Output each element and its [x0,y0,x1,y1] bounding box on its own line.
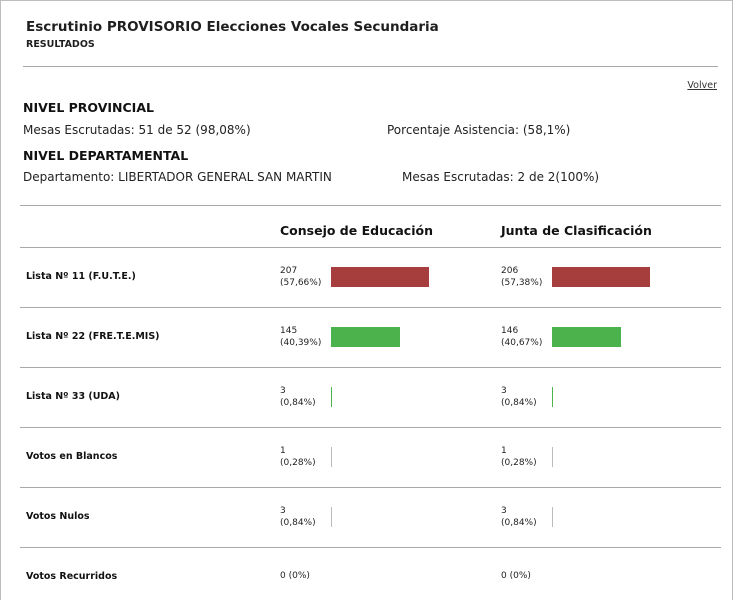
result-cell: 206 (57,38%) [501,265,650,289]
result-bar [331,507,332,527]
result-bar [331,327,400,347]
result-percent: (40,39%) [280,338,322,348]
row-divider [20,367,721,368]
column-header-junta: Junta de Clasificación [501,223,652,238]
result-cell: 3 (0,84%) [501,505,553,529]
result-bar [552,387,553,407]
result-percent: (57,66%) [280,278,322,288]
result-bar [552,507,553,527]
result-numbers: 3 (0,84%) [501,385,552,409]
row-divider [20,247,721,248]
result-bar [331,267,429,287]
result-votes: 3 [501,506,507,516]
result-percent: (40,67%) [501,338,543,348]
result-votes: 206 [501,266,519,276]
result-bar [552,447,553,467]
result-votes: 145 [280,326,298,336]
result-votes: 1 [501,446,507,456]
result-votes: 1 [280,446,286,456]
row-label: Lista Nº 11 (F.U.T.E.) [26,271,136,282]
result-percent: (0,84%) [501,518,537,528]
result-numbers: 3 (0,84%) [501,505,552,529]
result-cell: 1 (0,28%) [280,445,332,469]
row-divider [20,547,721,548]
result-percent: (0,28%) [280,458,316,468]
result-cell: 145 (40,39%) [280,325,400,349]
page-title: Escrutinio PROVISORIO Elecciones Vocales… [26,19,439,35]
result-percent: (0,28%) [501,458,537,468]
result-numbers: 3 (0,84%) [280,505,331,529]
result-cell: 3 (0,84%) [280,385,332,409]
result-numbers: 1 (0,28%) [280,445,331,469]
provincial-heading: NIVEL PROVINCIAL [23,100,154,115]
result-bar [331,387,332,407]
result-cell: 1 (0,28%) [501,445,553,469]
row-label: Votos en Blancos [26,451,118,462]
result-numbers: 145 (40,39%) [280,325,331,349]
result-votes: 146 [501,326,519,336]
result-votes: 3 [280,386,286,396]
result-bar [552,267,650,287]
result-bar [552,327,621,347]
divider [20,205,721,206]
departamental-mesas: Mesas Escrutadas: 2 de 2(100%) [402,170,600,184]
result-numbers: 146 (40,67%) [501,325,552,349]
row-label: Votos Nulos [26,511,90,522]
result-votes: 3 [280,506,286,516]
provincial-mesas: Mesas Escrutadas: 51 de 52 (98,08%) [23,123,251,137]
result-percent: (0,84%) [280,398,316,408]
result-numbers: 206 (57,38%) [501,265,552,289]
result-votes: 0 (0%) [280,571,310,581]
result-cell: 146 (40,67%) [501,325,621,349]
row-divider [20,487,721,488]
result-cell: 3 (0,84%) [501,385,553,409]
result-votes: 0 (0%) [501,571,531,581]
row-divider [20,307,721,308]
page-subtitle: RESULTADOS [26,39,95,50]
result-numbers: 1 (0,28%) [501,445,552,469]
provincial-asistencia: Porcentaje Asistencia: (58,1%) [387,123,571,137]
result-numbers: 3 (0,84%) [280,385,331,409]
row-divider [20,427,721,428]
row-label: Votos Recurridos [26,571,118,582]
row-label: Lista Nº 22 (FRE.T.E.MIS) [26,331,160,342]
result-votes: 207 [280,266,298,276]
departamento-name: Departamento: LIBERTADOR GENERAL SAN MAR… [23,170,332,184]
result-percent: (57,38%) [501,278,543,288]
divider [23,66,718,67]
result-percent: (0,84%) [280,518,316,528]
departamental-heading: NIVEL DEPARTAMENTAL [23,148,189,163]
result-bar [331,447,332,467]
result-numbers: 207 (57,66%) [280,265,331,289]
result-cell: 3 (0,84%) [280,505,332,529]
row-label: Lista Nº 33 (UDA) [26,391,121,402]
column-header-consejo: Consejo de Educación [280,223,433,238]
result-percent: (0,84%) [501,398,537,408]
back-link[interactable]: Volver [687,80,717,91]
result-votes: 3 [501,386,507,396]
result-cell: 207 (57,66%) [280,265,429,289]
